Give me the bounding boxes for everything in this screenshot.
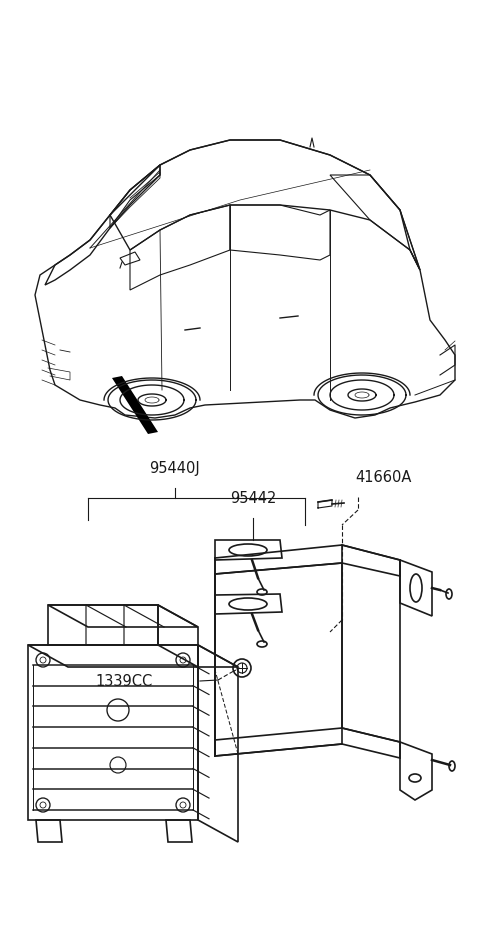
Text: 95442: 95442 bbox=[230, 491, 276, 506]
Polygon shape bbox=[112, 376, 158, 434]
Text: 41660A: 41660A bbox=[355, 470, 411, 485]
Text: 1339CC: 1339CC bbox=[96, 674, 153, 689]
Text: 95440J: 95440J bbox=[150, 461, 200, 476]
